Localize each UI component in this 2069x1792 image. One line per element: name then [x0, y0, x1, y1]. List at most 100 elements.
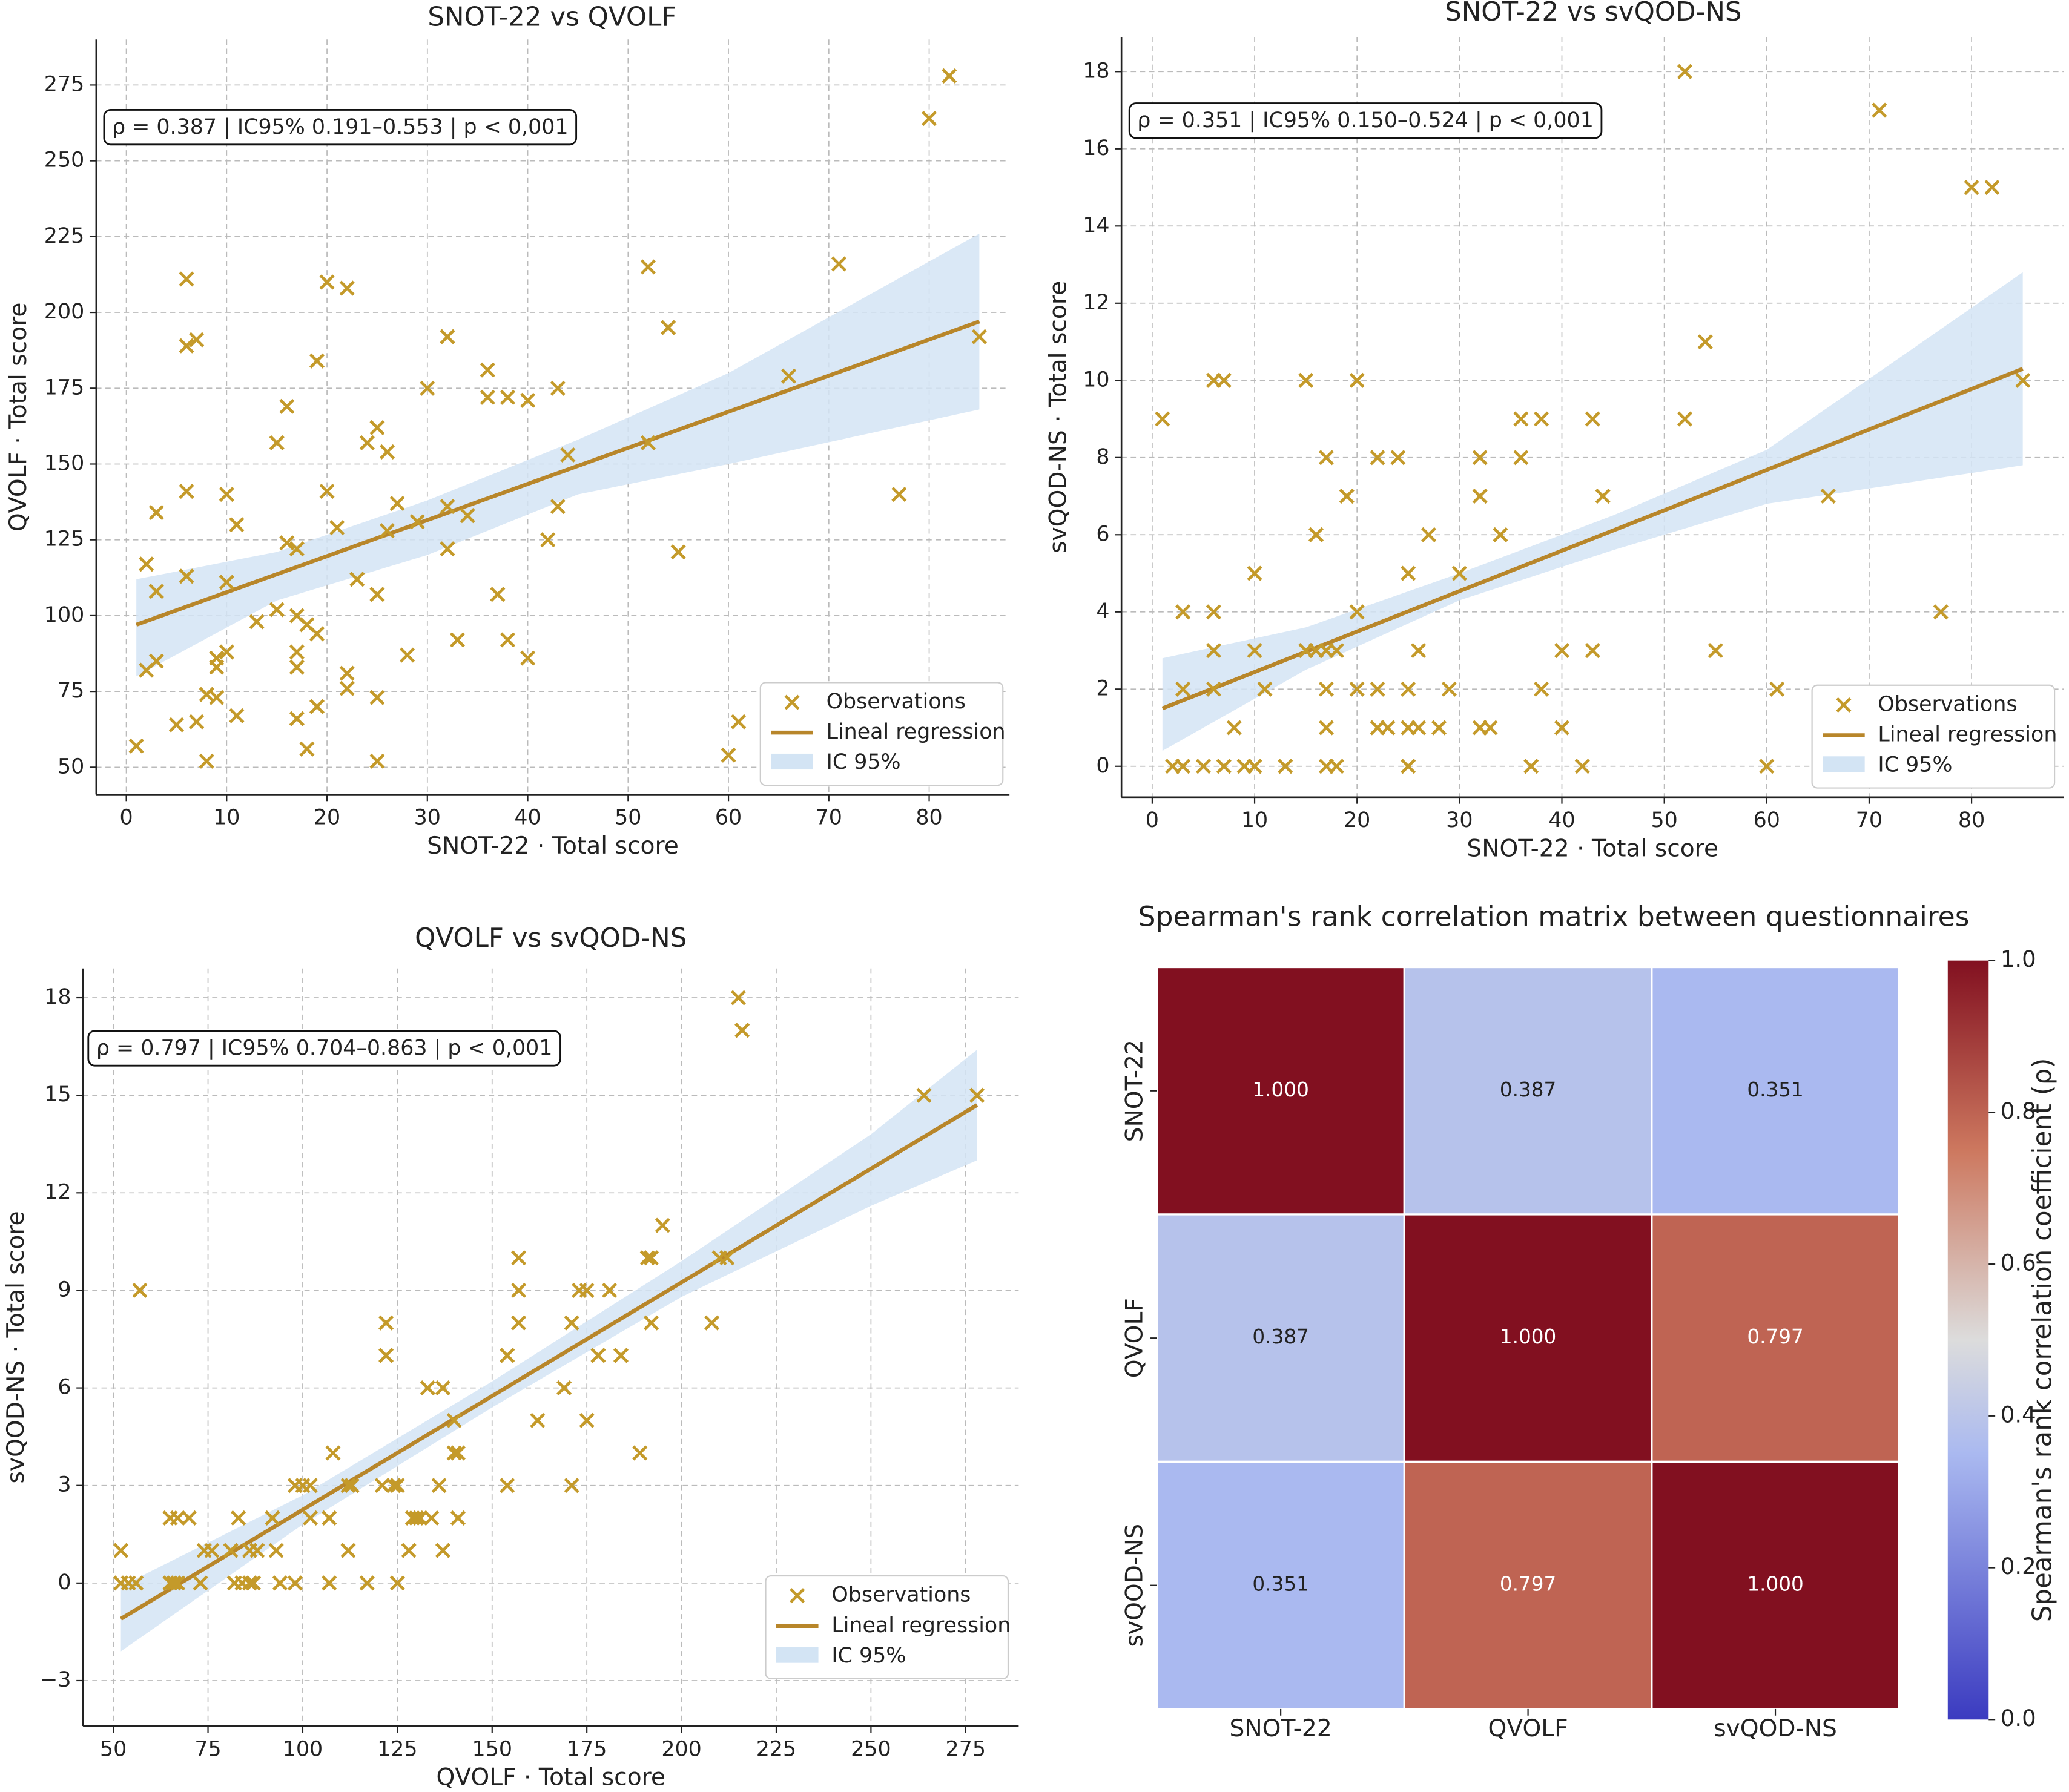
point — [1769, 681, 1785, 697]
point — [831, 256, 846, 272]
point — [550, 380, 566, 396]
point — [219, 644, 234, 660]
colorbar-label: Spearman's rank correlation coefficient … — [2028, 1058, 2058, 1622]
point — [1155, 411, 1170, 427]
point — [309, 699, 325, 714]
y-tick-label: 12 — [44, 1180, 71, 1204]
point — [1318, 681, 1335, 697]
point — [1472, 720, 1488, 736]
point — [409, 514, 425, 530]
annotation-box — [103, 108, 578, 146]
point — [731, 714, 747, 730]
point — [128, 1575, 144, 1591]
point — [704, 1315, 720, 1331]
point — [719, 1250, 735, 1266]
point — [181, 1510, 197, 1526]
point — [1554, 720, 1570, 736]
y-tick-label: 225 — [44, 224, 84, 248]
colorbar-tick-label: 0.0 — [2001, 1705, 2036, 1731]
point — [219, 486, 234, 502]
confidence-band — [1162, 272, 2023, 751]
point — [1318, 759, 1335, 774]
legend-label: Lineal regression — [1878, 722, 2057, 746]
point — [229, 517, 245, 533]
point — [1257, 681, 1273, 697]
point — [170, 1510, 186, 1526]
x-tick-label: 30 — [1446, 808, 1473, 832]
x-tick-label: 50 — [100, 1737, 127, 1761]
point — [325, 1445, 341, 1461]
point — [942, 68, 957, 84]
point — [1318, 720, 1335, 736]
colorbar-tick-label: 0.8 — [2001, 1098, 2036, 1124]
point — [179, 338, 194, 354]
x-tick-label: 80 — [916, 806, 942, 830]
y-tick-label: 275 — [44, 72, 84, 96]
point — [378, 1315, 394, 1331]
heatmap-cell — [1403, 1460, 1653, 1710]
y-tick-label: 175 — [44, 375, 84, 400]
point — [510, 1282, 527, 1299]
point — [1554, 642, 1570, 659]
point — [1421, 527, 1437, 542]
point — [344, 1478, 360, 1494]
point — [1677, 64, 1693, 79]
point — [891, 486, 907, 502]
x-tick-label: 200 — [661, 1737, 701, 1761]
y-tick-label: SNOT-22 — [1121, 1039, 1149, 1142]
point — [440, 541, 455, 557]
point — [1247, 642, 1262, 659]
x-tick-label: 50 — [1651, 808, 1677, 832]
point — [189, 714, 205, 730]
point — [249, 614, 265, 630]
x-tick-label: 0 — [1146, 808, 1159, 832]
point — [480, 362, 495, 378]
point — [1318, 450, 1335, 466]
point — [1697, 334, 1713, 350]
y-tick-label: 18 — [44, 985, 71, 1009]
point — [500, 632, 515, 648]
x-tick-label: 40 — [514, 806, 541, 830]
point — [921, 110, 937, 127]
point — [1195, 759, 1212, 774]
legend-label: Observations — [1878, 692, 2017, 716]
x-tick-label: 125 — [377, 1737, 417, 1761]
point — [579, 1282, 595, 1299]
annotation: ρ = 0.797 | IC95% 0.704–0.863 | p < 0,00… — [96, 1036, 553, 1060]
point — [1370, 450, 1385, 466]
chart-title: SNOT-22 vs svQOD-NS — [1445, 0, 1742, 27]
point — [540, 532, 556, 548]
x-tick-label: 30 — [414, 806, 441, 830]
point — [1585, 411, 1600, 427]
legend-swatch — [771, 753, 813, 770]
x-axis-label: SNOT-22 · Total score — [1467, 835, 1718, 862]
point — [229, 708, 245, 723]
point — [340, 1543, 356, 1558]
point — [643, 1315, 659, 1331]
point — [460, 508, 475, 524]
point — [1339, 488, 1355, 504]
point — [219, 575, 234, 590]
y-tick-label: 3 — [58, 1473, 71, 1497]
heatmap-cell — [1651, 1213, 1900, 1463]
point — [1206, 681, 1221, 697]
annotation: ρ = 0.387 | IC95% 0.191–0.553 | p < 0,00… — [112, 115, 569, 139]
x-tick-label: 10 — [1241, 808, 1268, 832]
point — [179, 483, 194, 499]
point — [440, 499, 455, 515]
point — [420, 1380, 435, 1396]
x-tick-label: 150 — [472, 1737, 512, 1761]
point — [389, 1575, 405, 1591]
point — [602, 1282, 618, 1299]
point — [209, 659, 225, 675]
point — [1298, 372, 1314, 388]
point — [564, 1478, 579, 1494]
point — [730, 990, 746, 1006]
point — [1585, 642, 1600, 659]
y-axis-label: QVOLF · Total score — [5, 303, 32, 532]
point — [1411, 642, 1427, 659]
x-tick-label: svQOD-NS — [1714, 1715, 1837, 1742]
point — [242, 1575, 257, 1591]
point — [369, 753, 385, 769]
